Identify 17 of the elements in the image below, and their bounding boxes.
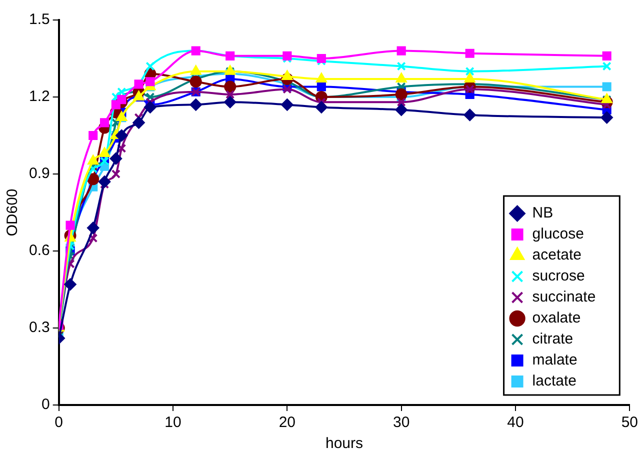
y-tick-label: 0: [42, 396, 50, 414]
x-tick-label: 50: [621, 414, 638, 432]
y-tick-label: 0.3: [28, 319, 50, 336]
y-tick-label: 0.9: [28, 165, 50, 182]
y-tick-label: 1.5: [28, 11, 50, 28]
y-axis-title: OD600: [4, 188, 22, 236]
y-tick-label: 1.2: [28, 88, 50, 106]
legend-label: citrate: [532, 330, 574, 348]
x-tick-label: 30: [392, 414, 410, 432]
y-tick-label: 0.6: [28, 242, 50, 260]
x-axis-title: hours: [325, 435, 364, 452]
legend-label: malate: [532, 352, 578, 369]
x-tick-label: 10: [164, 414, 182, 432]
legend-label: lactate: [532, 372, 576, 390]
x-tick-label: 20: [278, 414, 296, 432]
x-tick-label: 0: [54, 414, 64, 432]
x-tick-label: 40: [507, 414, 524, 432]
